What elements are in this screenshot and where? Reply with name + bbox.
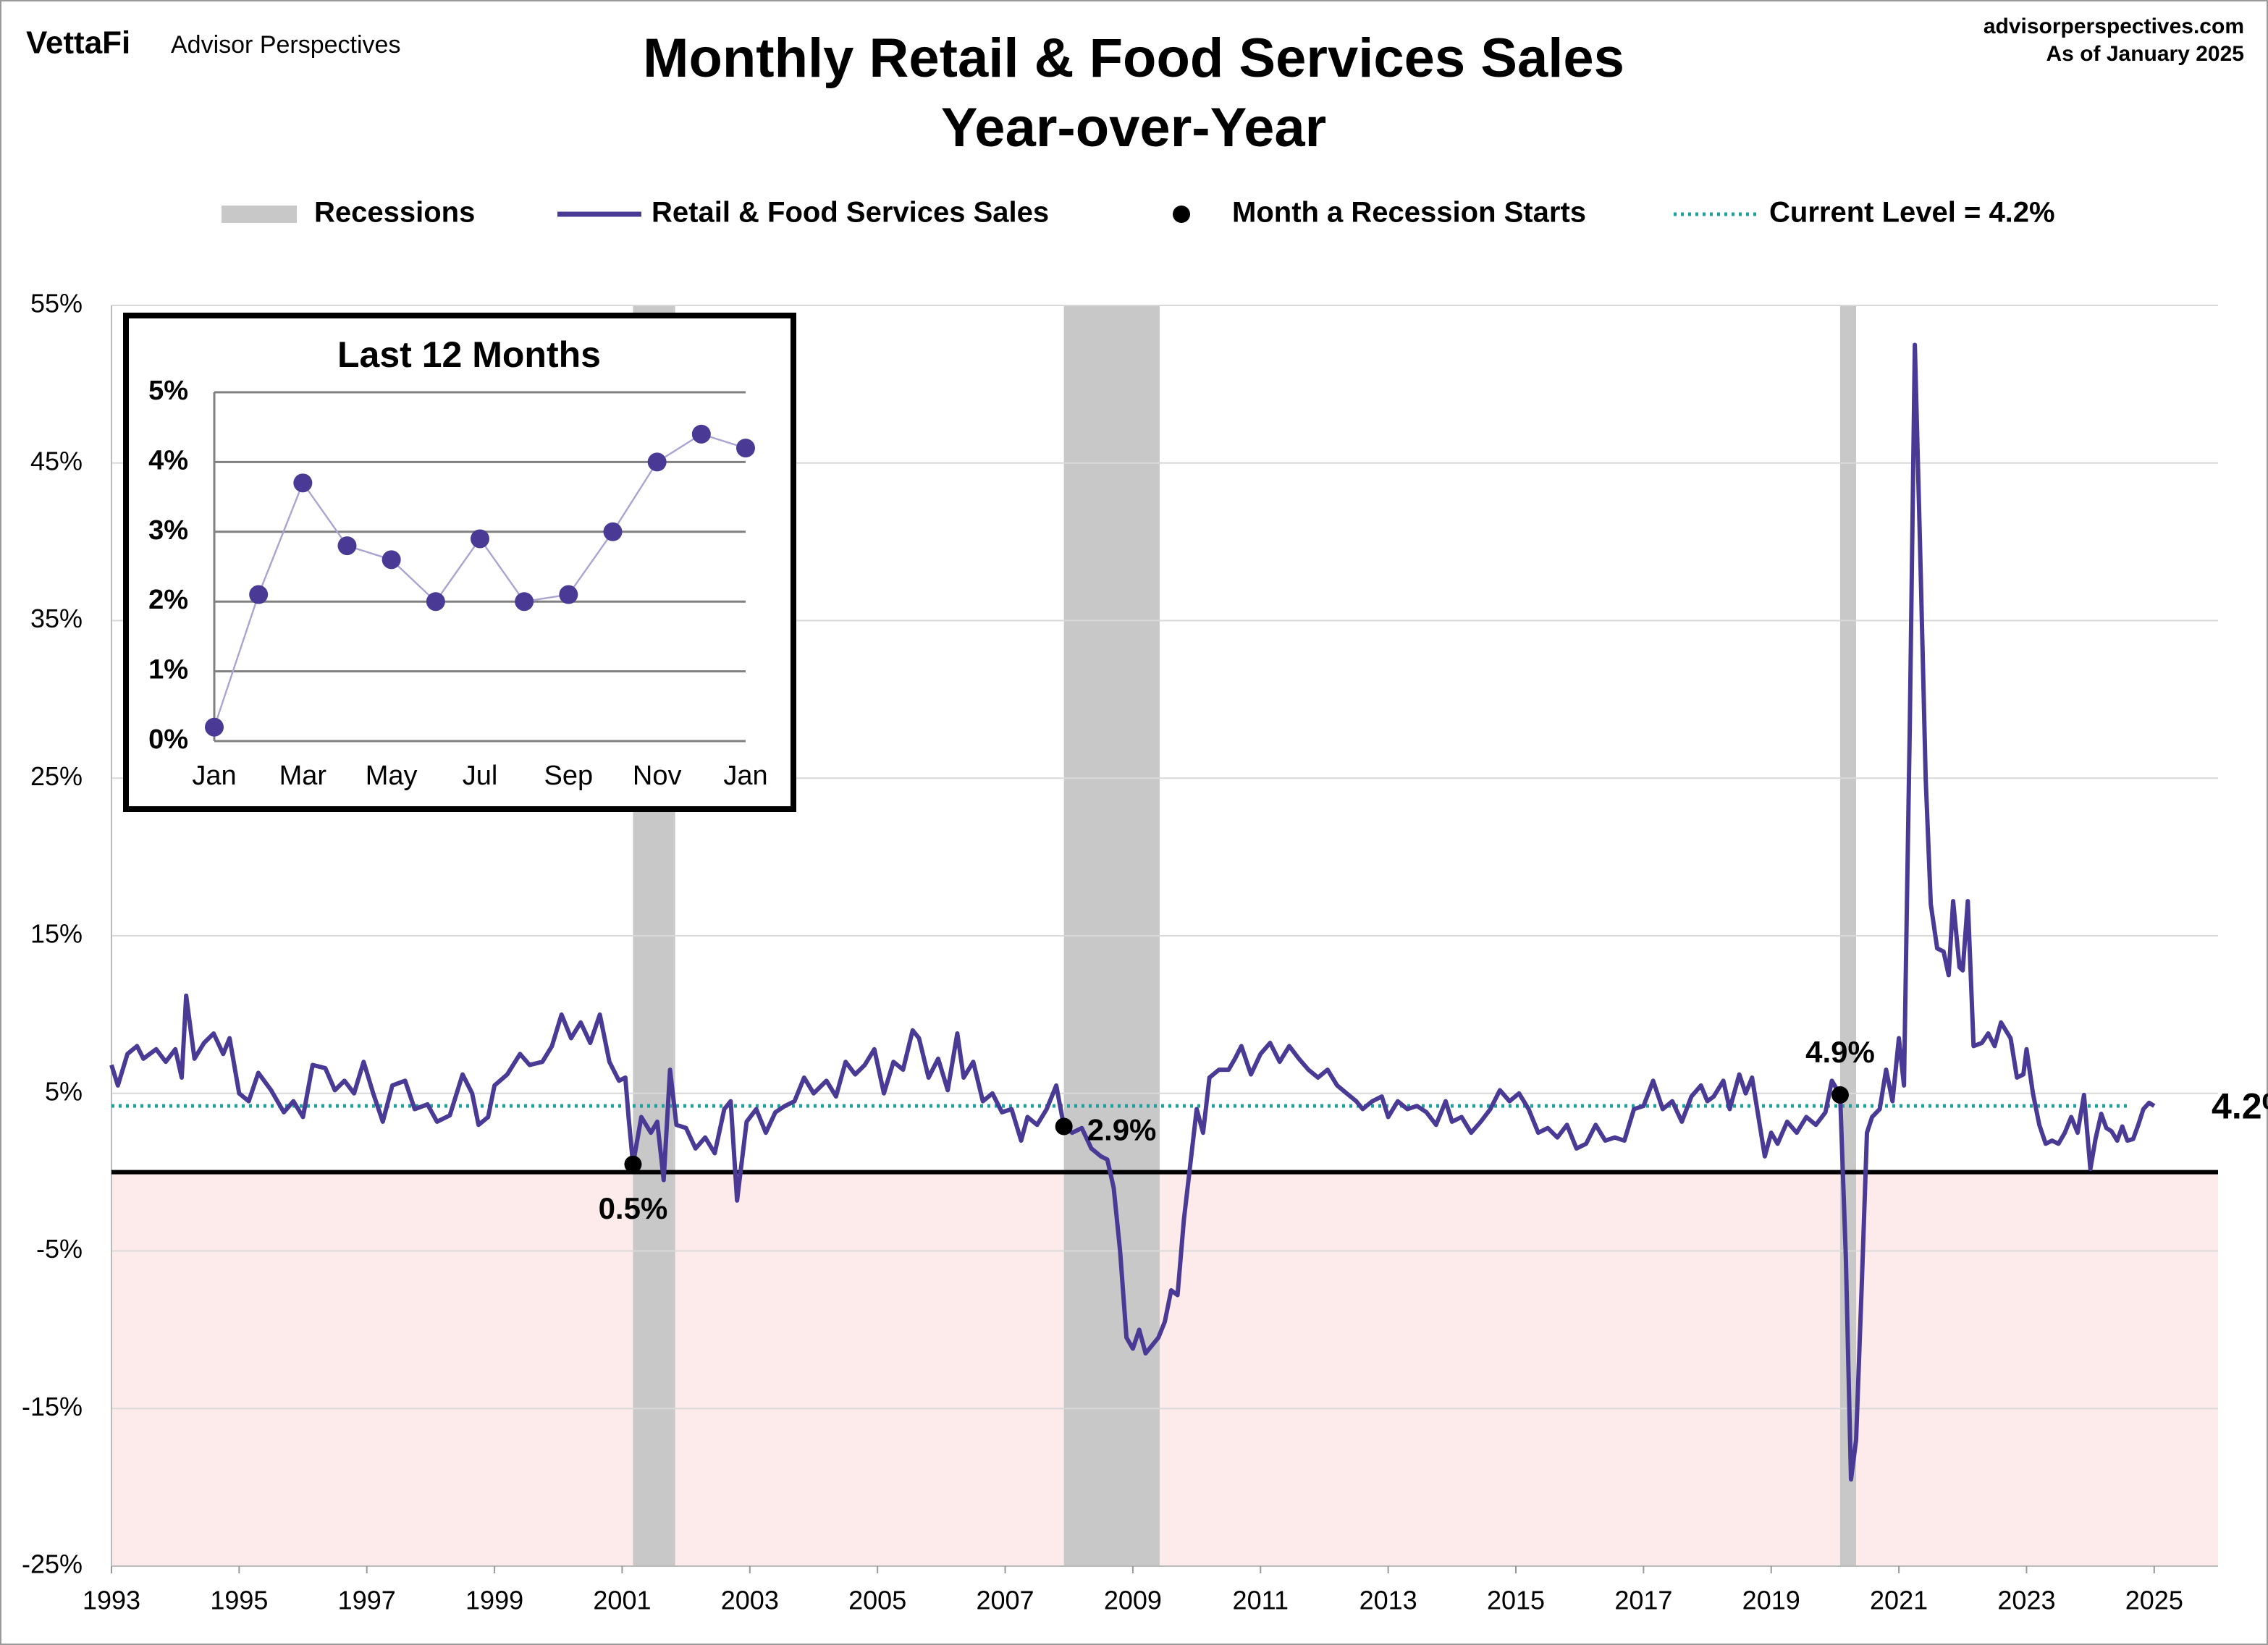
x-tick-label: 2001 [593,1586,651,1615]
inset-point [337,536,357,556]
inset-point [736,439,755,458]
y-tick-label: 2% [148,585,188,615]
inset-point [293,473,313,493]
y-tick-label: 35% [30,604,83,633]
x-tick-label: Mar [279,761,327,791]
x-tick-label: Nov [633,761,682,791]
legend-swatch [1173,206,1190,223]
legend-label: Retail & Food Services Sales [652,197,1049,229]
x-tick-label: 2007 [976,1586,1034,1615]
recession-start-label: 0.5% [599,1191,668,1225]
site: advisorperspectives.com [1984,14,2244,38]
y-tick-label: 15% [30,919,83,949]
x-tick-label: 1999 [465,1586,523,1615]
x-tick-label: 1993 [83,1586,140,1615]
y-tick-label: 5% [148,376,188,406]
inset-point [205,717,224,737]
inset-title: Last 12 Months [337,334,601,375]
inset-point [249,585,269,604]
legend-swatch [222,206,297,223]
y-tick-label: 45% [30,446,83,475]
y-tick-label: -25% [22,1549,83,1579]
x-tick-label: 2011 [1233,1586,1289,1615]
chart-subtitle: Year-over-Year [941,97,1326,158]
logo: VettaFi [26,25,130,61]
x-tick-label: 2003 [721,1586,779,1615]
x-tick-label: Sep [544,761,594,791]
x-tick-label: May [366,761,418,791]
y-tick-label: 1% [148,655,188,685]
x-tick-label: 2021 [1870,1586,1928,1615]
inset-point [426,592,445,612]
recession-start-label: 4.9% [1805,1035,1875,1069]
x-tick-label: 1995 [210,1586,268,1615]
source: Advisor Perspectives [171,31,400,59]
x-tick-label: 2019 [1742,1586,1800,1615]
series-line [109,342,2156,1482]
inset-point [515,592,534,612]
y-tick-label: 5% [45,1076,83,1106]
y-tick-label: 25% [30,761,83,791]
x-tick-label: Jan [723,761,767,791]
x-tick-label: 2015 [1487,1586,1545,1615]
y-tick-label: -5% [36,1234,83,1264]
inset-box [123,313,796,812]
current-level-label: 4.2% [2212,1086,2268,1126]
chart-title: Monthly Retail & Food Services Sales [643,28,1624,89]
inset-point [603,522,623,541]
y-tick-label: 3% [148,515,188,546]
x-tick-label: 1997 [338,1586,396,1615]
recession-start-label: 2.9% [1087,1113,1157,1147]
x-tick-label: 2005 [848,1586,906,1615]
x-tick-label: 2013 [1359,1586,1417,1615]
x-tick-label: 2023 [1997,1586,2055,1615]
recession-start-dot [1055,1117,1073,1136]
legend-label: Month a Recession Starts [1232,197,1586,229]
inset-point [471,529,489,549]
x-tick-label: Jul [463,761,498,791]
inset-point [381,550,401,570]
recession-start-dot [1831,1086,1849,1104]
y-tick-label: 0% [148,724,188,755]
inset-point [559,585,578,604]
inset-point [647,452,667,472]
y-tick-label: -15% [22,1392,83,1421]
date-note: As of January 2025 [2046,42,2244,66]
recession-start-dot [624,1155,642,1173]
y-tick-label: 4% [148,445,188,475]
x-tick-label: 2025 [2125,1586,2183,1615]
x-tick-label: Jan [192,761,236,791]
x-tick-label: 2017 [1614,1586,1672,1615]
inset-point [691,424,711,444]
y-tick-label: 55% [30,289,83,318]
legend-label: Current Level = 4.2% [1769,197,2055,229]
x-tick-label: 2009 [1104,1586,1162,1615]
negative-zone [111,1172,2218,1566]
legend-label: Recessions [314,197,475,229]
